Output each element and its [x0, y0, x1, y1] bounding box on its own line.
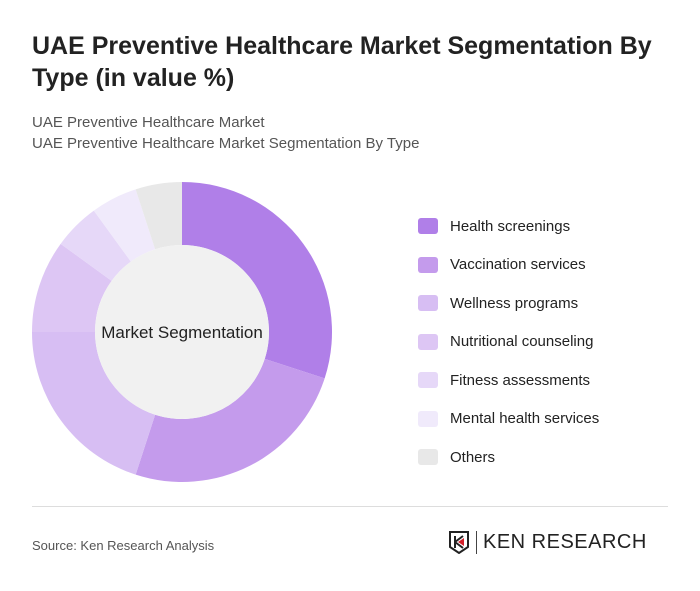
legend-item[interactable]: Wellness programs [418, 284, 599, 323]
legend-label: Health screenings [450, 217, 571, 235]
legend-swatch [418, 372, 438, 389]
legend-label: Others [450, 448, 496, 466]
slice-fitness-assessments[interactable] [60, 210, 131, 281]
slice-others[interactable] [135, 182, 182, 250]
slice-wellness-programs[interactable] [32, 332, 156, 475]
legend-swatch [418, 218, 438, 235]
legend: Health screenings Vaccination services Wel… [418, 207, 599, 477]
subtitle-segmentation: UAE Preventive Healthcare Market Segment… [32, 135, 420, 152]
legend-swatch [418, 410, 438, 427]
legend-label: Wellness programs [450, 294, 579, 312]
legend-item[interactable]: Vaccination services [418, 246, 599, 285]
slice-vaccination-services[interactable] [135, 358, 325, 482]
legend-swatch [418, 295, 438, 312]
legend-label: Fitness assessments [450, 371, 591, 389]
legend-label: Vaccination services [450, 256, 586, 274]
slice-health-screenings[interactable] [182, 182, 332, 379]
ken-research-logo: KEN RESEARCH [448, 530, 647, 554]
legend-item[interactable]: Others [418, 438, 599, 477]
slice-mental-health-services[interactable] [93, 189, 156, 262]
logo-shield-icon [449, 531, 469, 554]
subtitle-market: UAE Preventive Healthcare Market [32, 114, 265, 131]
slice-nutritional-counseling[interactable] [32, 243, 112, 332]
legend-item[interactable]: Health screenings [418, 207, 599, 246]
chart-title: UAE Preventive Healthcare Market Segment… [32, 32, 652, 92]
divider [32, 506, 668, 507]
legend-label: Mental health services [450, 410, 600, 428]
legend-swatch [418, 449, 438, 466]
donut-center [95, 245, 269, 419]
legend-swatch [418, 256, 438, 273]
legend-swatch [418, 333, 438, 350]
legend-item[interactable]: Fitness assessments [418, 361, 599, 400]
source-note: Source: Ken Research Analysis [32, 538, 215, 553]
legend-item[interactable]: Mental health services [418, 400, 599, 439]
legend-label: Nutritional counseling [450, 333, 594, 351]
logo-text: KEN RESEARCH [476, 530, 647, 554]
legend-item[interactable]: Nutritional counseling [418, 323, 599, 362]
center-label: Market Segmentation [101, 323, 263, 342]
